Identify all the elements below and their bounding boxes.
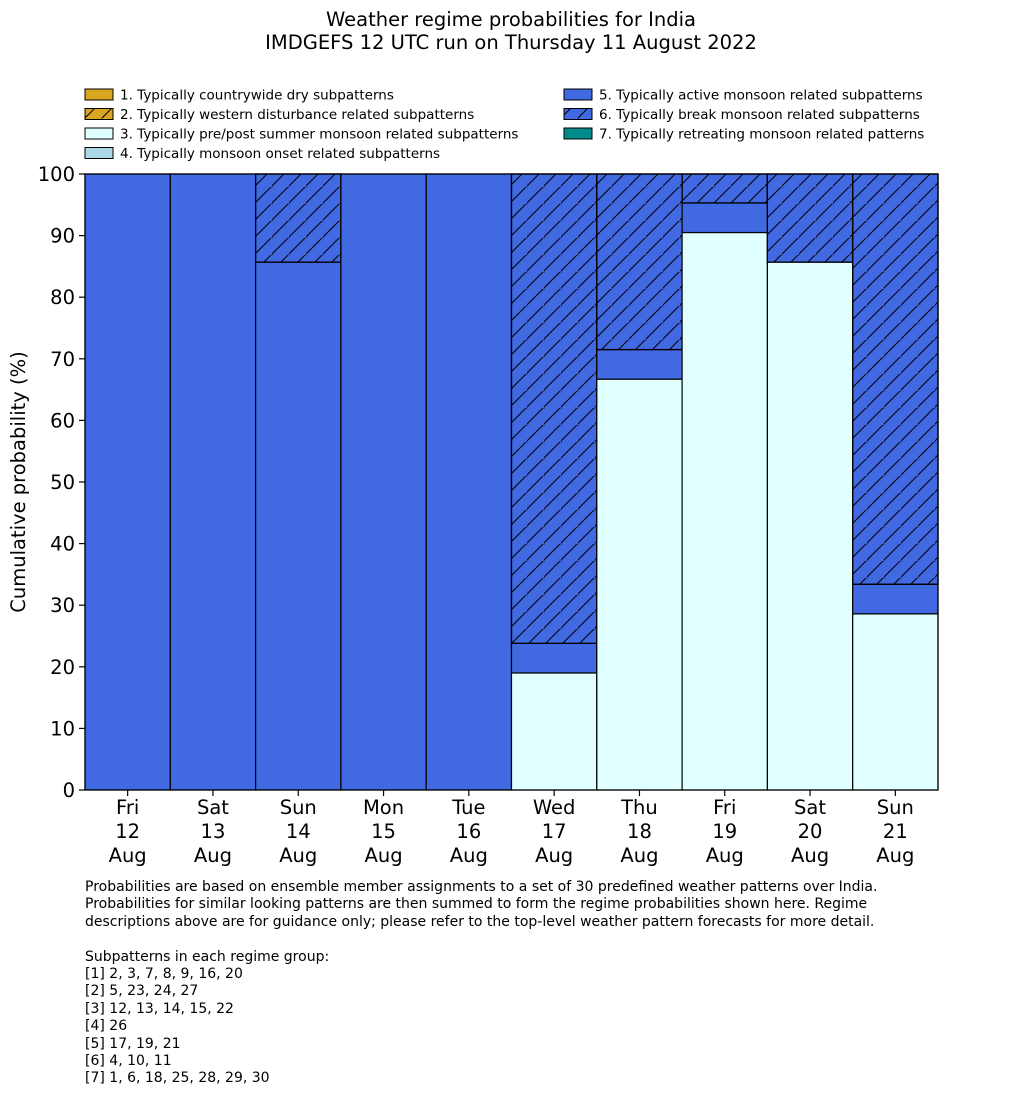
legend-label-7: 7. Typically retreating monsoon related … (599, 127, 924, 143)
legend-label-2: 2. Typically western disturbance related… (120, 107, 474, 123)
y-tick-label: 60 (50, 409, 75, 432)
y-tick-label: 10 (50, 717, 75, 740)
x-tick-label: 17 (542, 820, 567, 843)
x-tick-label: 16 (456, 820, 481, 843)
legend-swatch-7 (563, 127, 593, 140)
bar-segment-5 (84, 173, 171, 791)
legend-label-4: 4. Typically monsoon onset related subpa… (120, 146, 440, 162)
group-line: [7] 1, 6, 18, 25, 28, 29, 30 (85, 1070, 270, 1087)
y-tick-label: 90 (50, 225, 75, 248)
x-tick-label: 19 (712, 820, 737, 843)
x-tick-label: Fri (116, 796, 139, 819)
y-tick-label: 100 (38, 163, 75, 186)
x-tick-label: Aug (109, 844, 147, 867)
x-tick-label: 14 (286, 820, 311, 843)
bar-segment-5 (681, 202, 768, 234)
x-tick-label: 18 (627, 820, 652, 843)
bars-layer (84, 173, 939, 791)
y-axis: 0 10 20 30 40 50 60 70 80 90 100 (38, 163, 85, 802)
legend-label-3: 3. Typically pre/post summer monsoon rel… (120, 127, 518, 143)
x-tick-label: Tue (451, 796, 485, 819)
footnote-block: Probabilities are based on ensemble memb… (85, 879, 1005, 1088)
legend-swatch-5 (563, 88, 593, 101)
x-tick-label: 20 (798, 820, 823, 843)
legend-swatch-1 (84, 88, 114, 101)
chart-title: Weather regime probabilities for India (326, 8, 696, 31)
bar-segment-3 (681, 231, 768, 791)
x-axis: Fri12AugSat13AugSun14AugMon15AugTue16Aug… (109, 790, 914, 867)
y-tick-label: 80 (50, 286, 75, 309)
bar-segment-5 (255, 261, 342, 791)
group-line: [2] 5, 23, 24, 27 (85, 983, 199, 1000)
bar-segment-hatch (681, 173, 768, 204)
legend-swatch-hatch (563, 108, 593, 120)
x-tick-label: Sat (794, 796, 826, 819)
x-tick-label: Aug (876, 844, 914, 867)
bar-segment-hatch (596, 173, 683, 351)
x-tick-label: Aug (791, 844, 829, 867)
x-tick-label: 13 (201, 820, 226, 843)
x-tick-label: Sun (280, 796, 317, 819)
bar-segment-hatch (852, 173, 939, 585)
x-tick-label: Aug (620, 844, 658, 867)
x-tick-label: Fri (713, 796, 736, 819)
bar-segment-3 (510, 672, 598, 791)
y-tick-label: 0 (63, 779, 75, 802)
x-tick-label: Mon (363, 796, 404, 819)
bar-segment-3 (596, 378, 683, 791)
x-tick-label: Aug (194, 844, 232, 867)
y-tick-label: 40 (50, 533, 75, 556)
y-axis-label: Cumulative probability (%) (7, 351, 30, 612)
groups-heading: Subpatterns in each regime group: (85, 948, 330, 965)
x-tick-label: Aug (535, 844, 573, 867)
x-tick-label: Aug (450, 844, 488, 867)
regime-probability-chart: Weather regime probabilities for India I… (7, 8, 939, 867)
group-line: [6] 4, 10, 11 (85, 1053, 172, 1070)
footnote-line: Probabilities for similar looking patter… (85, 896, 868, 913)
y-tick-label: 50 (50, 471, 75, 494)
legend-swatch-hatch (84, 108, 114, 120)
x-tick-label: Aug (706, 844, 744, 867)
bar-segment-5 (596, 348, 683, 380)
bar-segment-5 (340, 173, 427, 791)
legend-label-6: 6. Typically break monsoon related subpa… (599, 107, 920, 123)
bar-segment-5 (169, 173, 257, 791)
x-tick-label: 21 (883, 820, 908, 843)
group-line: [1] 2, 3, 7, 8, 9, 16, 20 (85, 966, 243, 983)
x-tick-label: Sun (877, 796, 914, 819)
legend-swatch-3 (84, 127, 114, 140)
bar-segment-hatch (766, 173, 854, 263)
bar-segment-hatch (255, 173, 342, 263)
bar-segment-hatch (510, 173, 598, 644)
y-tick-label: 20 (50, 656, 75, 679)
x-tick-label: Aug (365, 844, 403, 867)
x-tick-label: Sat (197, 796, 229, 819)
x-tick-label: 12 (115, 820, 140, 843)
y-tick-label: 30 (50, 594, 75, 617)
legend-label-5: 5. Typically active monsoon related subp… (599, 88, 923, 104)
group-line: [4] 26 (85, 1018, 128, 1035)
x-tick-label: Thu (620, 796, 658, 819)
bar-segment-3 (766, 261, 854, 791)
x-tick-label: Wed (533, 796, 576, 819)
bar-segment-5 (510, 642, 598, 674)
chart-subtitle: IMDGEFS 12 UTC run on Thursday 11 August… (265, 31, 757, 54)
bar-segment-5 (852, 583, 939, 615)
x-tick-label: 15 (371, 820, 396, 843)
y-tick-label: 70 (50, 348, 75, 371)
group-line: [3] 12, 13, 14, 15, 22 (85, 1000, 234, 1017)
footnote-line: descriptions above are for guidance only… (85, 913, 875, 930)
group-line: [5] 17, 19, 21 (85, 1035, 181, 1052)
legend-label-1: 1. Typically countrywide dry subpatterns (120, 88, 394, 104)
x-tick-label: Aug (279, 844, 317, 867)
legend-swatch-4 (84, 147, 114, 159)
chart-legend: 1. Typically countrywide dry subpatterns… (84, 88, 924, 162)
bar-segment-5 (425, 173, 513, 791)
bar-segment-3 (852, 613, 939, 791)
footnote-line: Probabilities are based on ensemble memb… (85, 879, 878, 895)
